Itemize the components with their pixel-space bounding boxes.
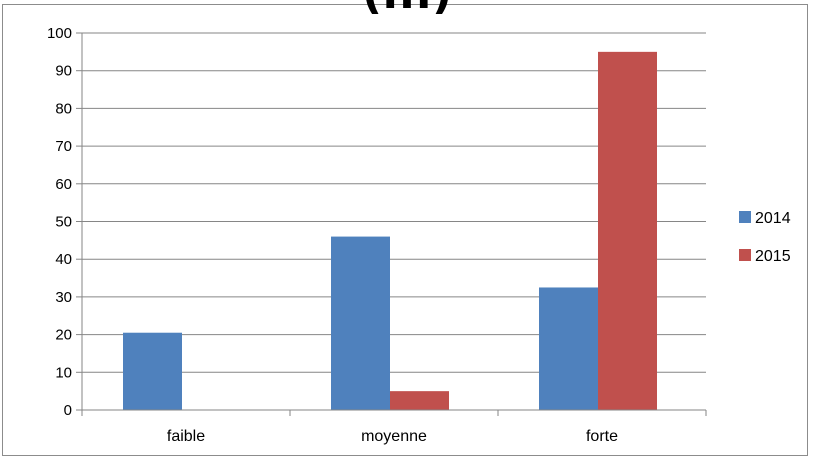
bars	[123, 51, 657, 410]
legend-label-2015: 2015	[755, 248, 791, 265]
y-tick-label-40: 40	[55, 251, 72, 268]
x-tick-label-moyenne: moyenne	[361, 428, 427, 445]
axes	[76, 32, 707, 416]
y-tick-label-30: 30	[55, 289, 72, 306]
y-tick-label-20: 20	[55, 327, 72, 344]
x-tick-label-faible: faible	[167, 428, 205, 445]
bar-2014-faible	[123, 332, 182, 410]
legend-swatch-2014	[739, 211, 751, 223]
y-tick-labels: 0 10 20 30 40 50 60 70 80 90 100	[47, 25, 72, 419]
y-tick-label-100: 100	[47, 25, 72, 42]
y-tick-label-90: 90	[55, 63, 72, 80]
bar-2015-moyenne	[390, 391, 449, 410]
y-tick-label-70: 70	[55, 138, 72, 155]
y-tick-label-80: 80	[55, 100, 72, 117]
chart-title: (...)	[0, 0, 814, 19]
bar-2014-forte	[539, 287, 598, 410]
y-tick-label-50: 50	[55, 214, 72, 231]
x-tick-labels: faible moyenne forte	[167, 428, 618, 445]
legend-swatch-2015	[739, 249, 751, 261]
y-tick-label-60: 60	[55, 176, 72, 193]
y-tick-label-10: 10	[55, 364, 72, 381]
legend: 2014 2015	[739, 210, 791, 265]
bar-2014-moyenne	[331, 236, 390, 410]
x-tick-label-forte: forte	[586, 428, 618, 445]
legend-label-2014: 2014	[755, 210, 791, 227]
bar-2015-forte	[598, 51, 657, 410]
y-tick-label-0: 0	[64, 402, 72, 419]
